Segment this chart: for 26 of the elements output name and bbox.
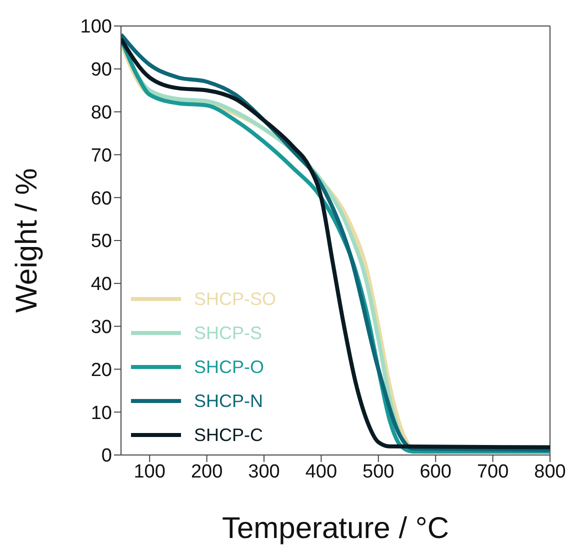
x-tick-label: 500 [362,461,394,482]
y-tick-label: 20 [90,360,112,381]
legend-label: SHCP-C [194,424,264,446]
y-tick-label: 30 [90,317,112,338]
y-axis-title: Weight / % [10,168,44,313]
legend-label: SHCP-O [194,356,264,378]
x-tick-label: 200 [190,461,223,482]
x-tick-label: 600 [420,461,452,482]
legend-label: SHCP-S [194,322,262,344]
y-tick-label: 80 [90,102,112,124]
x-tick-label: 300 [248,461,280,482]
y-tick-label: 90 [90,60,112,81]
y-tick-label: 10 [90,402,112,424]
legend-label: SHCP-SO [194,288,276,310]
x-tick-label: 800 [534,461,566,482]
y-tick-label: 60 [90,188,112,210]
x-axis-title: Temperature / °C [222,512,450,545]
y-tick-label: 50 [90,231,112,252]
y-tick-label: 0 [101,446,112,467]
legend-label: SHCP-N [194,390,264,412]
x-tick-label: 700 [476,461,509,482]
x-tick-label: 400 [305,461,338,482]
x-tick-label: 100 [134,461,166,482]
y-tick-label: 70 [90,145,112,166]
y-tick-label: 40 [90,274,112,296]
y-tick-label: 100 [80,16,112,38]
